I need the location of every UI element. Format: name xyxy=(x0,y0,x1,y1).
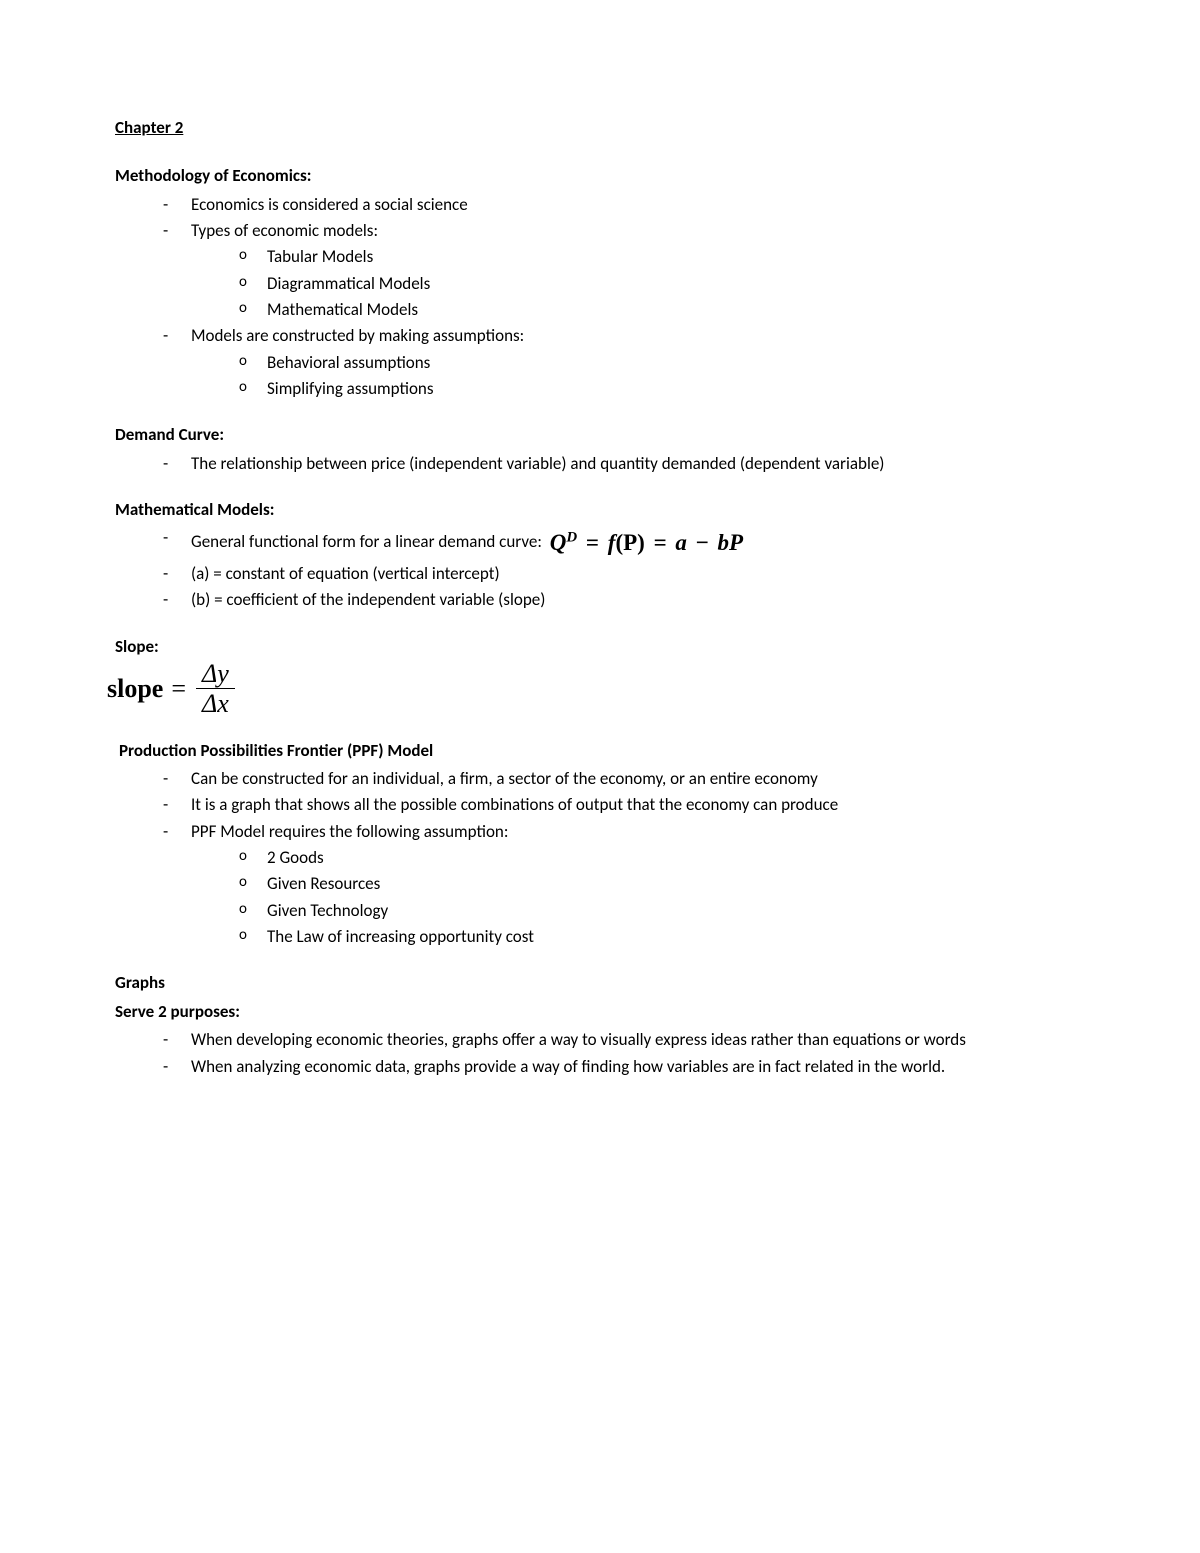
list-item: Mathematical Models xyxy=(239,297,1085,323)
list-item: Tabular Models xyxy=(239,244,1085,270)
list-item: When analyzing economic data, graphs pro… xyxy=(163,1054,1085,1080)
formula-eq1: = xyxy=(583,530,602,555)
list-item: (a) = constant of equation (vertical int… xyxy=(163,561,1085,587)
slope-fraction: Δy Δx xyxy=(196,660,235,718)
section-graphs-title: Graphs xyxy=(115,970,1085,996)
list-item: The relationship between price (independ… xyxy=(163,451,1085,477)
list-item: (b) = coefficient of the independent var… xyxy=(163,587,1085,613)
list-item: 2 Goods xyxy=(239,845,1085,871)
slope-label: slope xyxy=(107,669,163,709)
graphs-list: When developing economic theories, graph… xyxy=(115,1027,1085,1080)
section-slope-title: Slope: xyxy=(115,634,1085,660)
demand-curve-list: The relationship between price (independ… xyxy=(115,451,1085,477)
list-item: When developing economic theories, graph… xyxy=(163,1027,1085,1053)
list-item: Models are constructed by making assumpt… xyxy=(163,323,1085,402)
section-demand-curve-title: Demand Curve: xyxy=(115,422,1085,448)
methodology-list: Economics is considered a social science… xyxy=(115,192,1085,403)
list-item-text: Types of economic models: xyxy=(191,220,378,241)
list-item: Economics is considered a social science xyxy=(163,192,1085,218)
list-item: Given Technology xyxy=(239,898,1085,924)
list-item: PPF Model requires the following assumpt… xyxy=(163,819,1085,951)
formula-minus: − xyxy=(693,530,712,555)
section-math-models-title: Mathematical Models: xyxy=(115,497,1085,523)
section-ppf-title: Production Possibilities Frontier (PPF) … xyxy=(119,738,1085,764)
formula-Q: Q xyxy=(550,530,567,555)
slope-eq: = xyxy=(171,669,186,709)
list-item: Simplifying assumptions xyxy=(239,376,1085,402)
formula-eq2: = xyxy=(651,530,670,555)
slope-denominator: Δx xyxy=(196,689,235,717)
list-item: Types of economic models: Tabular Models… xyxy=(163,218,1085,323)
math-models-list: General functional form for a linear dem… xyxy=(115,525,1085,613)
list-item-text: PPF Model requires the following assumpt… xyxy=(191,821,508,842)
list-item: General functional form for a linear dem… xyxy=(163,525,1085,561)
document-page: Chapter 2 Methodology of Economics: Econ… xyxy=(0,0,1200,1553)
slope-numerator: Δy xyxy=(196,660,235,689)
list-item: It is a graph that shows all the possibl… xyxy=(163,792,1085,818)
slope-formula: slope = Δy Δx xyxy=(107,660,1085,718)
methodology-sublist-models: Tabular Models Diagrammatical Models Mat… xyxy=(191,244,1085,323)
list-item: Diagrammatical Models xyxy=(239,271,1085,297)
demand-formula: QD = f(P) = a − bP xyxy=(550,530,743,555)
formula-prefix: General functional form for a linear dem… xyxy=(191,531,542,552)
list-item: Can be constructed for an individual, a … xyxy=(163,766,1085,792)
ppf-sublist: 2 Goods Given Resources Given Technology… xyxy=(191,845,1085,950)
formula-bP: bP xyxy=(718,530,744,555)
section-methodology-title: Methodology of Economics: xyxy=(115,163,1085,189)
formula-arg: (P) xyxy=(615,530,644,555)
formula-D: D xyxy=(566,530,577,546)
ppf-list: Can be constructed for an individual, a … xyxy=(115,766,1085,950)
graphs-subtitle: Serve 2 purposes: xyxy=(115,999,1085,1025)
list-item-text: Models are constructed by making assumpt… xyxy=(191,325,524,346)
chapter-title: Chapter 2 xyxy=(115,115,1085,141)
list-item: Given Resources xyxy=(239,871,1085,897)
list-item: The Law of increasing opportunity cost xyxy=(239,924,1085,950)
methodology-sublist-assumptions: Behavioral assumptions Simplifying assum… xyxy=(191,350,1085,403)
formula-a: a xyxy=(675,530,687,555)
list-item: Behavioral assumptions xyxy=(239,350,1085,376)
